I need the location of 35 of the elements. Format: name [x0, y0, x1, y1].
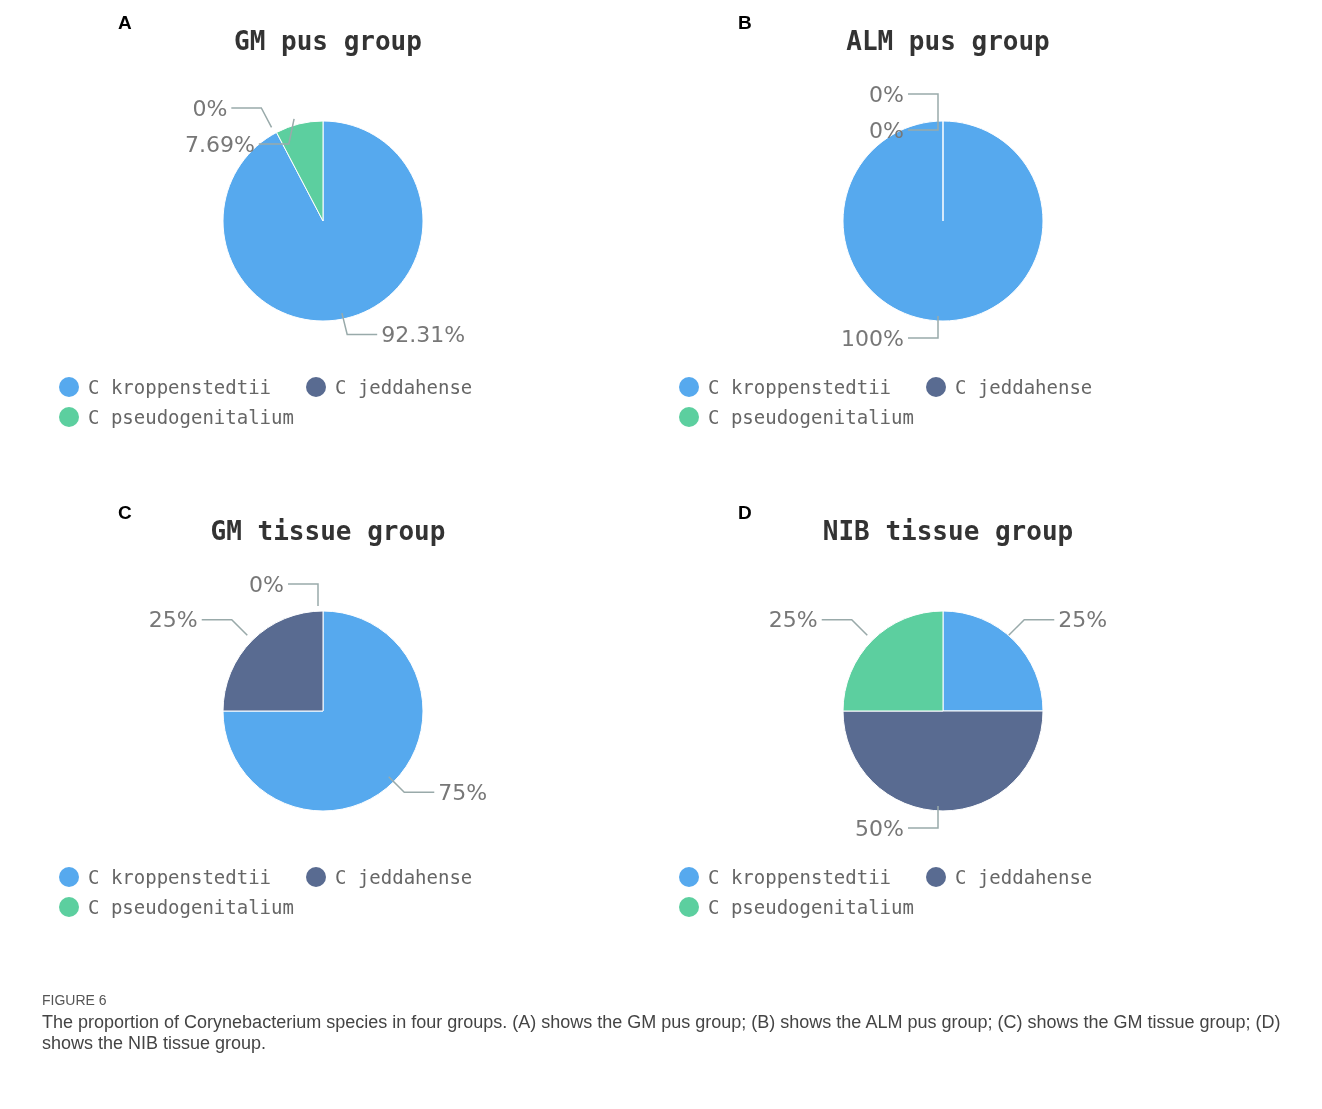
- text: B: [738, 12, 752, 34]
- chart-title: GM pus group: [234, 26, 422, 56]
- legend-label: C pseudogenitalium: [88, 406, 294, 428]
- data-label: 25%: [1058, 607, 1108, 633]
- text: C: [118, 502, 132, 524]
- text: 0%: [869, 81, 904, 107]
- legend-label: C jeddahense: [955, 376, 1093, 398]
- text: The proportion of Corynebacterium species in four groups. (A) shows the GM pus group; (B) shows the ALM pus group; (C) shows the GM tissue group; (D) shows the NIB tissue group.: [42, 1012, 1282, 1054]
- data-label: 25%: [768, 607, 818, 633]
- data-label: 100%: [841, 325, 904, 351]
- chart-title: ALM pus group: [846, 26, 1050, 56]
- legend-label: C pseudogenitalium: [708, 406, 914, 428]
- chart-title: NIB tissue group: [822, 516, 1074, 546]
- text: 0%: [869, 117, 904, 143]
- text: 0%: [192, 95, 228, 121]
- data-label: 7.69%: [184, 131, 255, 157]
- data-label: 25%: [148, 607, 198, 633]
- caption: FIGURE 6: [42, 992, 108, 1008]
- data-label: 50%: [855, 815, 904, 841]
- legend-label: C kroppenstedtii: [708, 376, 892, 398]
- legend-label: C kroppenstedtii: [88, 866, 272, 888]
- legend-label: C kroppenstedtii: [88, 376, 272, 398]
- pie-slice: [222, 610, 424, 812]
- data-label: 75%: [438, 779, 488, 805]
- legend-label: C jeddahense: [335, 376, 473, 398]
- legend-label: C pseudogenitalium: [88, 896, 294, 918]
- legend-label: C pseudogenitalium: [708, 896, 914, 918]
- legend-label: C jeddahense: [335, 866, 473, 888]
- text: D: [738, 502, 752, 524]
- text: 0%: [249, 571, 284, 597]
- chart-title: GM tissue group: [210, 516, 446, 546]
- text: A: [118, 12, 132, 34]
- legend-label: C kroppenstedtii: [708, 866, 892, 888]
- data-label: 92.31%: [381, 322, 466, 348]
- legend-label: C jeddahense: [955, 866, 1093, 888]
